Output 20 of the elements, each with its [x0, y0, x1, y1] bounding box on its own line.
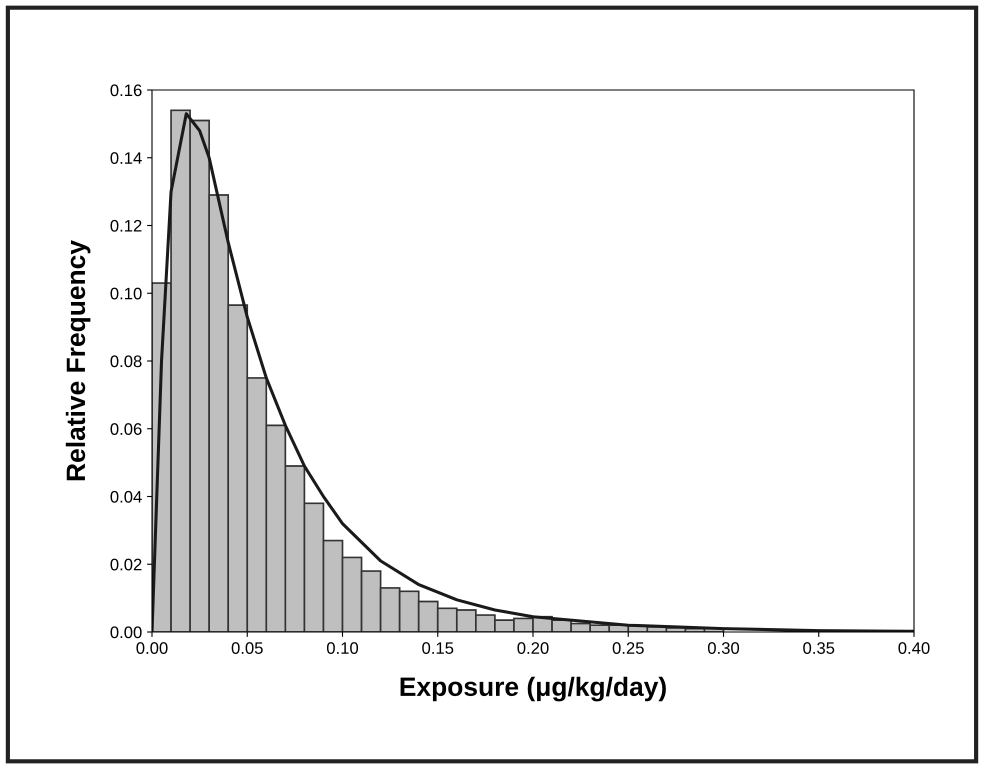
x-tick-label: 0.20: [517, 642, 549, 654]
y-tick-label: 0.02: [110, 558, 142, 570]
x-tick-label: 0.40: [898, 642, 930, 654]
x-tick-label: 0.25: [612, 642, 644, 654]
y-tick-label: 0.00: [110, 626, 142, 638]
y-axis-title: Relative Frequency: [66, 240, 90, 480]
x-axis-title: Exposure (μg/kg/day): [400, 676, 666, 702]
y-tick-label: 0.16: [110, 84, 142, 96]
y-tick-label: 0.08: [110, 355, 142, 368]
x-tick-label: 0.05: [232, 642, 263, 654]
y-tick-label: 0.12: [110, 220, 142, 232]
x-tick-label: 0.10: [326, 642, 358, 654]
y-tick-label: 0.14: [110, 152, 142, 164]
x-tick-label: 0.30: [708, 642, 740, 654]
x-tick-label: 0.15: [422, 642, 454, 654]
y-tick-label: 0.10: [110, 288, 142, 300]
x-tick-label: 0.00: [136, 642, 168, 654]
x-tick-label: 0.35: [803, 642, 834, 654]
y-tick-label: 0.06: [110, 423, 142, 435]
y-tick-label: 0.04: [110, 490, 142, 503]
